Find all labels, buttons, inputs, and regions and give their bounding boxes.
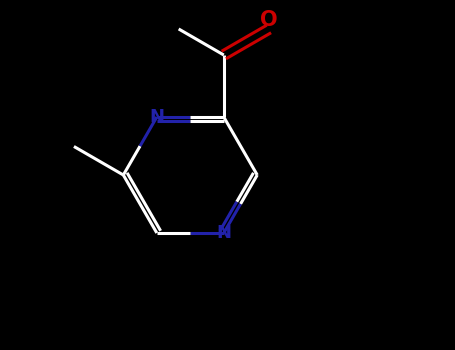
Text: N: N <box>149 108 164 126</box>
Text: N: N <box>216 224 231 242</box>
Text: O: O <box>260 10 278 30</box>
